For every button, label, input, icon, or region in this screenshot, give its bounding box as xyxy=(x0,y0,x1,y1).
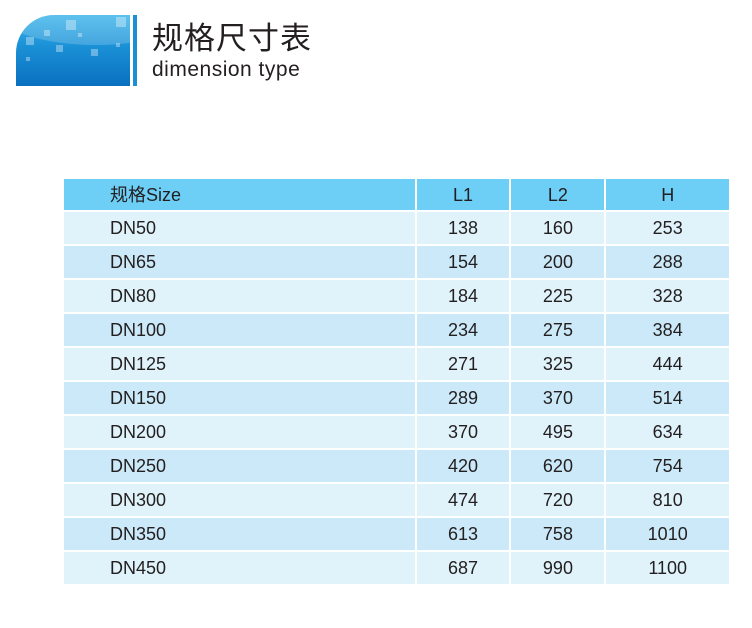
table-cell: 613 xyxy=(414,516,512,552)
table-cell: 990 xyxy=(509,550,607,586)
table-cell: DN250 xyxy=(62,448,417,484)
table-cell: 1010 xyxy=(604,516,731,552)
table-row: DN80 184 225 328 xyxy=(62,278,731,314)
table-cell: 325 xyxy=(509,346,607,382)
table-cell: 634 xyxy=(604,414,731,450)
table-cell: 328 xyxy=(604,278,731,314)
column-header: 规格Size xyxy=(62,177,417,212)
table-cell: 234 xyxy=(414,312,512,348)
table-cell: 1100 xyxy=(604,550,731,586)
table-row: DN300 474 720 810 xyxy=(62,482,731,518)
table-row: DN450 687 990 1100 xyxy=(62,550,731,586)
table-cell: DN200 xyxy=(62,414,417,450)
table-cell: DN50 xyxy=(62,210,417,246)
column-header: L2 xyxy=(509,177,607,212)
table-cell: 754 xyxy=(604,448,731,484)
dimension-table: 规格Size L1 L2 H DN50 138 160 253 DN65 154 200 288 DN… xyxy=(62,177,731,586)
title-divider xyxy=(133,15,137,86)
table-cell: 289 xyxy=(414,380,512,416)
logo-graphic xyxy=(16,15,130,86)
table-cell: DN125 xyxy=(62,346,417,382)
page-subtitle: dimension type xyxy=(152,58,301,81)
page-title: 规格尺寸表 xyxy=(152,21,312,56)
table-cell: 154 xyxy=(414,244,512,280)
table-cell: 370 xyxy=(414,414,512,450)
table-cell: 138 xyxy=(414,210,512,246)
table-cell: DN300 xyxy=(62,482,417,518)
table-cell: DN65 xyxy=(62,244,417,280)
table-cell: 160 xyxy=(509,210,607,246)
table-cell: DN350 xyxy=(62,516,417,552)
table-row: DN50 138 160 253 xyxy=(62,210,731,246)
table-cell: DN100 xyxy=(62,312,417,348)
table-cell: 720 xyxy=(509,482,607,518)
table-row: DN250 420 620 754 xyxy=(62,448,731,484)
table-cell: 474 xyxy=(414,482,512,518)
table-cell: 225 xyxy=(509,278,607,314)
table-cell: 288 xyxy=(604,244,731,280)
table-cell: 810 xyxy=(604,482,731,518)
table-cell: 271 xyxy=(414,346,512,382)
table-cell: DN150 xyxy=(62,380,417,416)
table-cell: 758 xyxy=(509,516,607,552)
table-header-row: 规格Size L1 L2 H xyxy=(62,177,731,212)
column-header: H xyxy=(604,177,731,212)
table-cell: 200 xyxy=(509,244,607,280)
table-cell: 514 xyxy=(604,380,731,416)
table-row: DN350 613 758 1010 xyxy=(62,516,731,552)
table-cell: DN450 xyxy=(62,550,417,586)
table-row: DN65 154 200 288 xyxy=(62,244,731,280)
table-cell: 384 xyxy=(604,312,731,348)
table-cell: 420 xyxy=(414,448,512,484)
table-cell: 253 xyxy=(604,210,731,246)
column-header: L1 xyxy=(414,177,512,212)
table-cell: 370 xyxy=(509,380,607,416)
table-cell: 444 xyxy=(604,346,731,382)
table-row: DN100 234 275 384 xyxy=(62,312,731,348)
table-row: DN200 370 495 634 xyxy=(62,414,731,450)
table-cell: DN80 xyxy=(62,278,417,314)
table-cell: 495 xyxy=(509,414,607,450)
table-row: DN150 289 370 514 xyxy=(62,380,731,416)
table-cell: 275 xyxy=(509,312,607,348)
table-row: DN125 271 325 444 xyxy=(62,346,731,382)
table-cell: 687 xyxy=(414,550,512,586)
table-cell: 184 xyxy=(414,278,512,314)
table-cell: 620 xyxy=(509,448,607,484)
